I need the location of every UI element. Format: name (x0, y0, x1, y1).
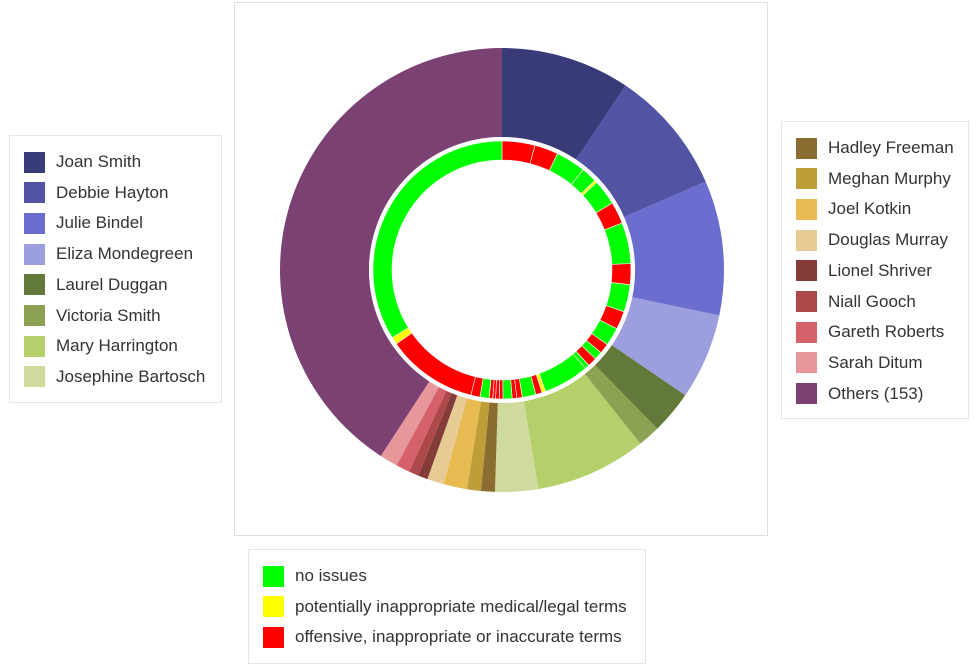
legend-left-item-debbie-hayton: Debbie Hayton (24, 181, 168, 205)
author-legend-right: Hadley Freeman Meghan Murphy Joel Kotkin Do… (781, 121, 969, 419)
outer-slice-hadley-freeman (480, 402, 498, 492)
outer-slice-sarah-ditum (380, 381, 439, 466)
author-legend-left: Joan Smith Debbie Hayton Julie Bindel Eliza… (9, 135, 222, 403)
outer-slice-meghan-murphy (466, 401, 490, 491)
legend-label: Debbie Hayton (56, 182, 169, 202)
outer-slice-debbie-hayton (576, 85, 706, 218)
legend-left-item-julie-bindel: Julie Bindel (24, 211, 143, 235)
legend-right-item-lionel-shriver: Lionel Shriver (796, 259, 932, 283)
legend-left-item-joan-smith: Joan Smith (24, 150, 141, 174)
legend-left-item-mary-harrington: Mary Harrington (24, 334, 178, 358)
legend-left-item-eliza-mondegreen: Eliza Mondegreen (24, 242, 193, 266)
outer-slice-joel-kotkin (443, 398, 481, 490)
legend-label: Gareth Roberts (828, 322, 945, 342)
legend-swatch (24, 151, 45, 173)
category-legend: no issues potentially inappropriate medic… (248, 549, 646, 664)
legend-swatch (24, 305, 45, 326)
inner-slice-ok-31 (372, 140, 503, 339)
outer-slice-others-153 (280, 48, 502, 456)
legend-left-item-josephine-bartosch: Josephine Bartosch (24, 365, 205, 389)
legend-label: Eliza Mondegreen (56, 244, 194, 264)
nested-donut-chart (280, 48, 724, 492)
legend-label: Joan Smith (56, 152, 142, 171)
legend-label: Hadley Freeman (828, 138, 954, 157)
legend-label: offensive, inappropriate or inaccurate t… (295, 627, 622, 647)
legend-swatch (796, 229, 817, 251)
legend-swatch (796, 260, 817, 282)
legend-swatch (796, 321, 817, 343)
outer-slice-joan-smith (502, 48, 626, 160)
legend-label: potentially inappropriate medical/legal … (295, 596, 627, 616)
legend-right-item-hadley-freeman: Hadley Freeman (796, 136, 954, 160)
outer-slice-lionel-shriver (418, 393, 458, 480)
outer-slice-gareth-roberts (396, 387, 447, 472)
legend-swatch (24, 335, 45, 357)
outer-slice-josephine-bartosch (494, 401, 539, 492)
legend-label: no issues (295, 566, 367, 585)
legend-label: Victoria Smith (56, 305, 161, 325)
legend-bottom-item-offensive-inappropriate-or-inaccurate-terms: offensive, inappropriate or inaccurate t… (263, 625, 622, 649)
legend-right-item-joel-kotkin: Joel Kotkin (796, 197, 911, 221)
legend-label: Julie Bindel (56, 213, 143, 233)
inner-slice-ok-22 (502, 379, 513, 400)
legend-left-item-laurel-duggan: Laurel Duggan (24, 273, 168, 297)
legend-right-item-sarah-ditum: Sarah Ditum (796, 351, 922, 375)
ring-separator (369, 137, 635, 403)
legend-swatch (796, 383, 817, 405)
outer-slice-victoria-smith (584, 365, 658, 444)
legend-swatch (24, 182, 45, 204)
outer-slice-mary-harrington (523, 374, 641, 489)
legend-swatch (263, 626, 284, 648)
legend-swatch (24, 243, 45, 265)
inner-slice-bad-0 (501, 140, 536, 165)
legend-bottom-item-no-issues: no issues (263, 564, 367, 588)
legend-left-item-victoria-smith: Victoria Smith (24, 304, 161, 328)
legend-label: Others (153) (828, 383, 924, 403)
outer-slice-laurel-duggan (594, 345, 686, 429)
inner-slice-bad-8 (610, 263, 632, 286)
legend-swatch (24, 366, 45, 388)
legend-label: Laurel Duggan (56, 274, 168, 294)
legend-right-item-gareth-roberts: Gareth Roberts (796, 320, 944, 344)
legend-label: Joel Kotkin (828, 199, 912, 219)
legend-swatch (796, 168, 817, 190)
legend-right-item-others-153: Others (153) (796, 382, 923, 406)
outer-slice-douglas-murray (427, 395, 467, 485)
outer-slice-niall-gooch (409, 390, 452, 476)
legend-right-item-douglas-murray: Douglas Murray (796, 228, 948, 252)
legend-label: Meghan Murphy (828, 168, 951, 188)
legend-swatch (796, 137, 817, 159)
legend-label: Josephine Bartosch (56, 366, 206, 386)
legend-swatch (796, 291, 817, 312)
legend-swatch (796, 352, 817, 374)
legend-swatch (263, 565, 284, 587)
legend-right-item-niall-gooch: Niall Gooch (796, 290, 916, 314)
legend-right-item-meghan-murphy: Meghan Murphy (796, 167, 951, 191)
outer-slice-julie-bindel (624, 181, 724, 316)
legend-label: Lionel Shriver (828, 260, 932, 280)
legend-swatch (24, 212, 45, 234)
legend-label: Niall Gooch (828, 291, 916, 311)
legend-bottom-item-potentially-inappropriate-medical-legal-terms: potentially inappropriate medical/legal … (263, 595, 627, 619)
legend-swatch (263, 596, 284, 618)
legend-label: Sarah Ditum (828, 352, 923, 372)
legend-label: Douglas Murray (828, 230, 948, 250)
outer-slice-eliza-mondegreen (611, 297, 720, 396)
legend-swatch (796, 198, 817, 220)
legend-swatch (24, 274, 45, 296)
chart-frame (234, 2, 768, 536)
legend-label: Mary Harrington (56, 336, 178, 356)
